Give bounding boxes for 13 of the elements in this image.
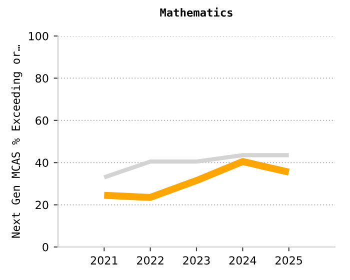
x-tick-label: 2021 <box>90 256 118 265</box>
y-axis-title: Next Gen MCAS % Exceeding or… <box>11 44 22 238</box>
y-tick-label: 80 <box>36 74 48 83</box>
y-tick-label: 60 <box>36 116 48 125</box>
x-tick-label: 2023 <box>183 256 210 265</box>
y-tick-label: 100 <box>28 32 48 40</box>
x-tick-label: 2025 <box>276 256 302 265</box>
y-tick-label: 40 <box>35 158 48 167</box>
y-tick-label: 20 <box>36 200 48 210</box>
chart-title: Mathematics <box>160 8 232 17</box>
x-tick-label: 2024 <box>229 256 256 265</box>
x-tick-label: 2022 <box>137 256 164 265</box>
y-tick-label: 0 <box>42 242 48 252</box>
